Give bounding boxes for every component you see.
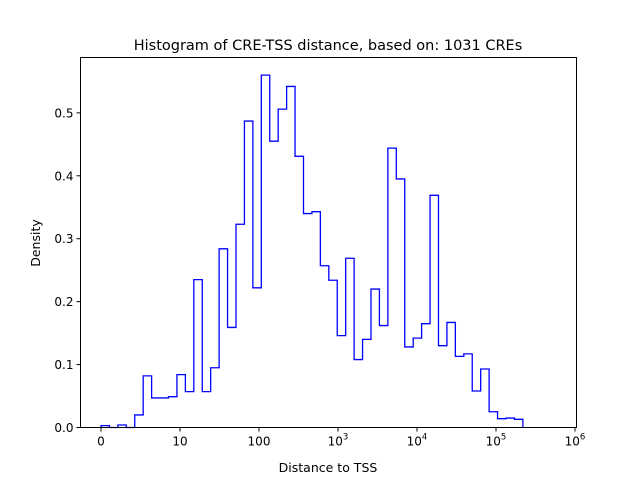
histogram-bin <box>253 288 261 428</box>
histogram-bin <box>388 148 396 427</box>
chart-title: Histogram of CRE-TSS distance, based on:… <box>134 38 523 54</box>
histogram-bin <box>498 419 506 428</box>
histogram-bin <box>287 86 295 427</box>
y-tick-label: 0.3 <box>54 232 73 246</box>
y-tick-label: 0.1 <box>54 358 73 372</box>
x-axis-label: Distance to TSS <box>279 460 378 475</box>
histogram-bin <box>447 322 455 427</box>
histogram-bin <box>211 368 219 428</box>
y-tick-label: 0.0 <box>54 421 73 435</box>
histogram-bin <box>228 327 236 427</box>
histogram-bin <box>354 360 362 428</box>
histogram-bin <box>430 195 438 427</box>
histogram-bin <box>236 224 244 427</box>
histogram-bin <box>422 324 430 428</box>
histogram-bin <box>438 346 446 428</box>
histogram-bin <box>185 392 193 428</box>
histogram-bin <box>472 391 480 427</box>
histogram-bin <box>303 214 311 428</box>
histogram-bin <box>177 375 185 428</box>
histogram-bin <box>506 418 514 427</box>
y-axis-label: Density <box>28 219 43 267</box>
histogram-bin <box>371 289 379 427</box>
histogram-bin <box>320 266 328 428</box>
histogram-bin <box>514 419 522 427</box>
histogram-bin <box>337 336 345 428</box>
x-tick-label: 10 <box>172 435 187 449</box>
histogram-bin <box>219 249 227 428</box>
histogram-bin <box>413 338 421 427</box>
histogram-bin <box>312 212 320 428</box>
histogram-bin <box>481 369 489 428</box>
histogram-bin <box>278 109 286 427</box>
histogram-bin <box>244 121 252 427</box>
histogram-bin <box>261 75 269 427</box>
histogram-bin <box>135 415 143 428</box>
axes-frame <box>80 57 577 428</box>
x-tick-label: 0 <box>97 435 105 449</box>
histogram-bin <box>346 258 354 427</box>
histogram-bin <box>464 354 472 428</box>
histogram-bin <box>363 339 371 427</box>
histogram-bin <box>202 392 210 428</box>
histogram-bin <box>143 376 151 428</box>
histogram-step-line <box>100 74 524 429</box>
y-tick-label: 0.2 <box>54 295 73 309</box>
x-tick-label: 103 <box>328 433 349 449</box>
histogram-bin <box>160 398 168 428</box>
histogram-bin <box>168 397 176 428</box>
histogram-bin <box>329 280 337 427</box>
y-tick-label: 0.4 <box>54 169 73 183</box>
histogram-bin <box>379 326 387 428</box>
histogram-bin <box>489 412 497 428</box>
histogram-bin <box>194 280 202 428</box>
x-tick-label: 106 <box>565 433 586 449</box>
histogram-bin <box>405 347 413 428</box>
histogram-bin <box>396 179 404 428</box>
x-tick-label: 105 <box>486 433 507 449</box>
histogram-bin <box>455 356 463 427</box>
histogram-bin <box>295 156 303 427</box>
histogram-bin <box>152 398 160 428</box>
histogram-bin <box>270 141 278 427</box>
x-tick-label: 100 <box>248 435 271 449</box>
y-tick-label: 0.5 <box>54 106 73 120</box>
x-tick-label: 104 <box>407 433 428 449</box>
